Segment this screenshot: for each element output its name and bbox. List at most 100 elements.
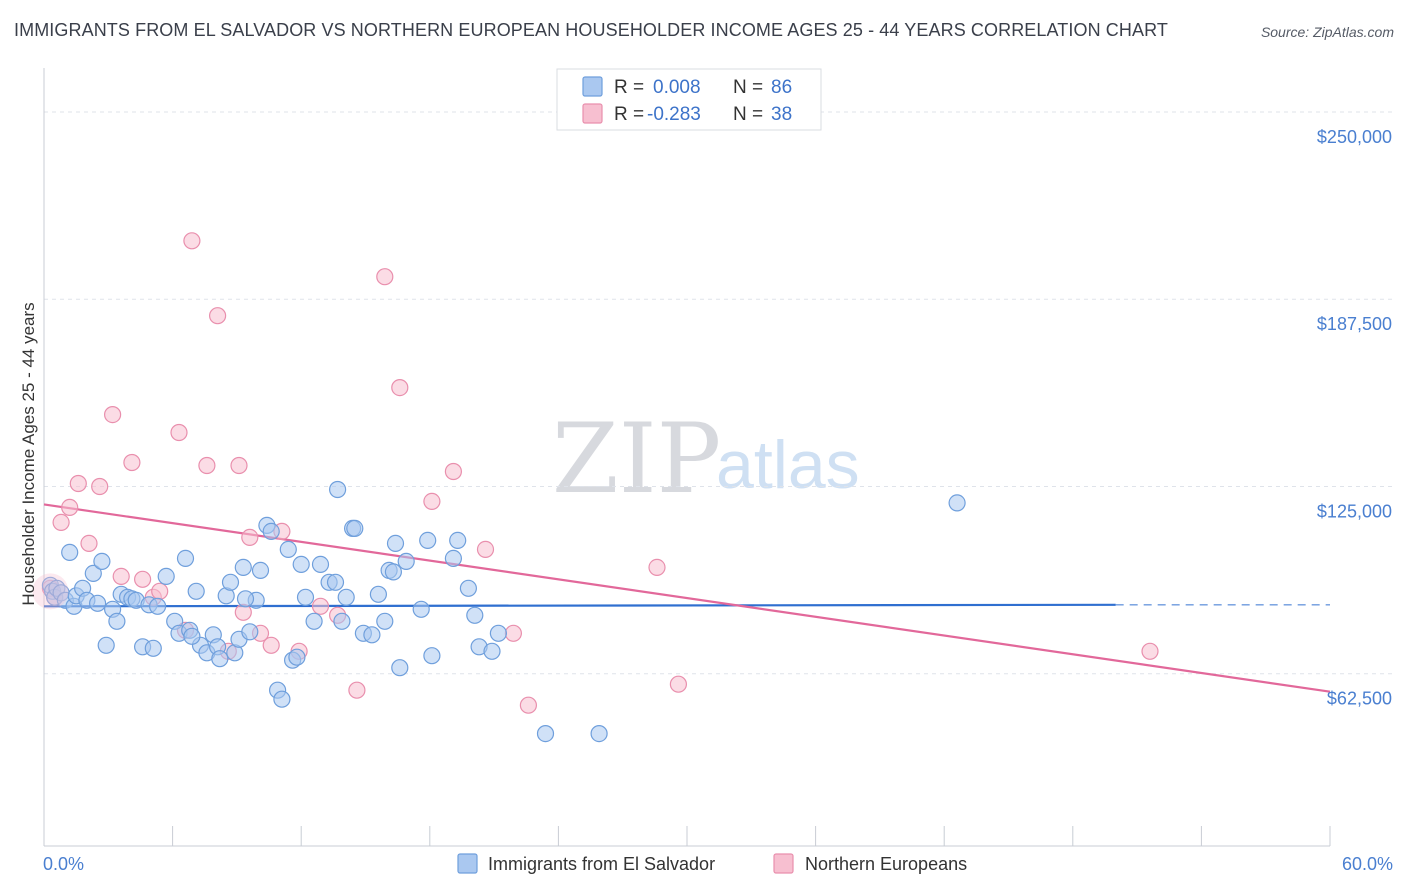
- y-tick-labels: $62,500 $125,000 $187,500 $250,000: [1317, 127, 1392, 709]
- point-el-salvador: [444, 549, 462, 568]
- legend-r-value-2: -0.283: [647, 104, 701, 125]
- watermark-atlas: atlas: [716, 427, 860, 503]
- point-el-salvador: [489, 624, 507, 642]
- y-tick-label: $187,500: [1317, 314, 1392, 334]
- point-northern-europeans: [504, 624, 523, 642]
- point-el-salvador: [262, 522, 280, 541]
- point-el-salvador: [948, 494, 966, 512]
- y-tick-label: $62,500: [1327, 689, 1392, 709]
- point-northern-europeans: [311, 597, 330, 615]
- correlation-legend: R = 0.008 N = 86 R = -0.283 N = 38: [556, 68, 822, 131]
- point-el-salvador: [384, 563, 402, 581]
- point-northern-europeans: [241, 528, 259, 547]
- point-el-salvador: [311, 555, 330, 574]
- legend-n-label-2: N =: [733, 104, 763, 125]
- chart-source: Source: ZipAtlas.com: [1260, 24, 1394, 40]
- legend-swatch-blue: [582, 76, 603, 97]
- legend-n-value-1: 86: [771, 77, 792, 98]
- point-el-salvador: [376, 612, 394, 630]
- point-el-salvador: [157, 567, 175, 586]
- point-el-salvador: [329, 480, 347, 499]
- point-northern-europeans: [669, 675, 688, 693]
- point-el-salvador: [149, 597, 167, 615]
- point-northern-europeans: [262, 636, 280, 654]
- y-axis-label: Householder Income Ages 25 - 44 years: [19, 302, 38, 605]
- y-tick-label: $125,000: [1317, 501, 1392, 521]
- data-points: [32, 232, 1159, 743]
- axes: [43, 68, 1331, 847]
- point-northern-europeans: [134, 570, 152, 588]
- point-northern-europeans: [444, 462, 462, 481]
- point-northern-europeans: [103, 406, 122, 424]
- point-el-salvador: [386, 534, 405, 553]
- point-el-salvador: [296, 588, 315, 606]
- point-el-salvador: [183, 627, 201, 645]
- point-el-salvador: [590, 724, 608, 743]
- point-northern-europeans: [69, 474, 87, 493]
- point-el-salvador: [397, 552, 415, 571]
- point-el-salvador: [363, 626, 381, 644]
- point-northern-europeans: [91, 477, 109, 496]
- trend-line-northern-europeans: [43, 503, 1331, 693]
- legend-n-label-1: N =: [733, 77, 763, 98]
- point-el-salvador: [108, 612, 126, 630]
- point-northern-europeans: [519, 696, 538, 714]
- point-el-salvador: [483, 642, 501, 660]
- trend-line-el-salvador: [43, 603, 1116, 608]
- point-northern-europeans: [170, 423, 188, 442]
- point-el-salvador: [176, 549, 195, 568]
- series-legend-swatch-northern-europeans: [773, 853, 794, 874]
- point-northern-europeans: [648, 558, 666, 577]
- point-northern-europeans: [391, 379, 409, 397]
- point-el-salvador: [251, 561, 270, 580]
- point-el-salvador: [93, 552, 111, 571]
- point-el-salvador: [288, 648, 306, 666]
- point-northern-europeans: [198, 456, 216, 475]
- x-tick-label-start: 0.0%: [43, 854, 84, 874]
- gridlines: [44, 111, 1395, 675]
- point-northern-europeans: [112, 567, 130, 586]
- point-northern-europeans: [423, 492, 441, 510]
- legend-swatch-pink: [582, 103, 603, 124]
- point-el-salvador: [236, 590, 255, 608]
- trend-lines: [43, 503, 1331, 693]
- point-cluster-origin: [32, 573, 69, 610]
- point-el-salvador: [337, 588, 355, 606]
- point-el-salvador: [369, 585, 387, 603]
- point-el-salvador: [88, 594, 107, 612]
- point-el-salvador: [292, 555, 310, 574]
- point-el-salvador: [423, 647, 441, 665]
- point-el-salvador: [61, 543, 79, 562]
- point-el-salvador: [241, 623, 259, 641]
- point-el-salvador: [84, 564, 102, 583]
- point-el-salvador: [211, 650, 229, 668]
- point-northern-europeans: [123, 453, 141, 472]
- watermark-zip: ZIP: [552, 403, 721, 515]
- point-el-salvador: [273, 690, 291, 708]
- point-el-salvador: [144, 639, 162, 657]
- point-el-salvador: [333, 612, 351, 630]
- point-el-salvador: [459, 579, 477, 597]
- point-el-salvador: [346, 519, 364, 538]
- point-el-salvador: [412, 600, 430, 618]
- point-northern-europeans: [52, 513, 70, 532]
- point-northern-europeans: [376, 268, 394, 286]
- point-el-salvador: [536, 724, 555, 743]
- point-northern-europeans: [209, 307, 227, 325]
- point-northern-europeans: [151, 582, 169, 600]
- point-northern-europeans: [230, 456, 248, 475]
- legend-r-value-1: 0.008: [653, 77, 701, 98]
- point-el-salvador: [279, 540, 297, 559]
- point-northern-europeans: [1141, 642, 1159, 660]
- point-el-salvador: [326, 573, 345, 591]
- point-el-salvador: [449, 531, 467, 550]
- point-el-salvador: [391, 659, 409, 677]
- point-northern-europeans: [61, 498, 79, 516]
- point-el-salvador: [187, 582, 205, 600]
- x-tick-label-end: 60.0%: [1342, 854, 1393, 874]
- x-tick-labels: 0.0% 60.0%: [43, 854, 1393, 874]
- y-tick-label: $250,000: [1317, 127, 1392, 147]
- series-legend-label-northern-europeans: Northern Europeans: [805, 854, 967, 874]
- series-legend: Immigrants from El Salvador Northern Eur…: [457, 853, 967, 874]
